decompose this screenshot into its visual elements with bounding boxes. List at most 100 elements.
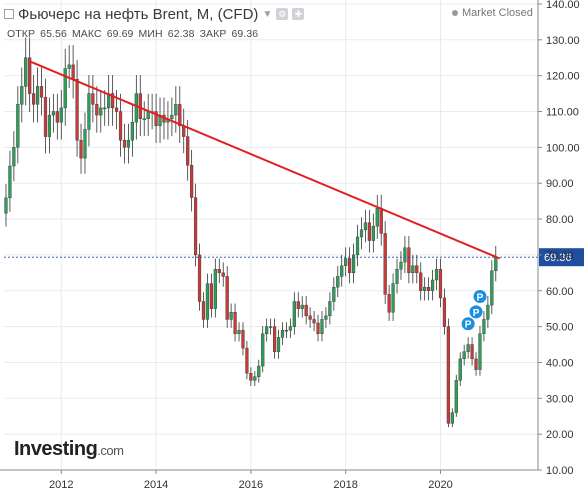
candle-body[interactable] bbox=[138, 93, 142, 119]
candle-body[interactable] bbox=[359, 229, 364, 238]
candle-body[interactable] bbox=[126, 139, 131, 148]
expand-icon[interactable]: ✚ bbox=[292, 8, 305, 20]
candle-body[interactable] bbox=[478, 333, 482, 370]
candle-body[interactable] bbox=[430, 279, 435, 291]
candle-body[interactable] bbox=[296, 301, 300, 309]
candle-body[interactable] bbox=[237, 329, 241, 334]
candle-body[interactable] bbox=[91, 93, 95, 105]
candle-body[interactable] bbox=[407, 247, 411, 274]
candle-body[interactable] bbox=[454, 380, 458, 413]
candle-body[interactable] bbox=[245, 347, 249, 374]
candle-body[interactable] bbox=[71, 64, 75, 80]
candle-body[interactable] bbox=[114, 107, 119, 112]
candle-body[interactable] bbox=[51, 111, 55, 116]
candle-body[interactable] bbox=[24, 57, 28, 87]
candle-body[interactable] bbox=[446, 326, 450, 424]
candle-body[interactable] bbox=[28, 57, 32, 94]
candle-body[interactable] bbox=[122, 139, 127, 148]
candle-body[interactable] bbox=[272, 326, 277, 352]
candle-body[interactable] bbox=[442, 297, 447, 327]
candle-body[interactable] bbox=[438, 269, 443, 299]
candle-body[interactable] bbox=[83, 129, 87, 159]
candle-body[interactable] bbox=[253, 376, 257, 381]
candle-body[interactable] bbox=[8, 165, 12, 199]
chevron-down-icon[interactable]: ▼ bbox=[262, 8, 273, 20]
candle-body[interactable] bbox=[95, 104, 99, 116]
candle-body[interactable] bbox=[427, 286, 431, 291]
candle-body[interactable] bbox=[363, 222, 368, 231]
candle-body[interactable] bbox=[403, 247, 407, 263]
candle-body[interactable] bbox=[490, 270, 494, 306]
candle-body[interactable] bbox=[55, 111, 59, 123]
candle-body[interactable] bbox=[142, 118, 146, 120]
candle-body[interactable] bbox=[458, 358, 462, 381]
trendline[interactable] bbox=[29, 60, 501, 260]
candle-body[interactable] bbox=[130, 122, 134, 141]
candle-body[interactable] bbox=[229, 312, 233, 320]
candle-body[interactable] bbox=[87, 93, 91, 130]
candle-body[interactable] bbox=[423, 286, 427, 291]
candle-body[interactable] bbox=[241, 329, 245, 349]
candle-body[interactable] bbox=[16, 104, 20, 148]
candle-body[interactable] bbox=[450, 412, 454, 424]
candle-body[interactable] bbox=[292, 301, 296, 327]
candle-body[interactable] bbox=[288, 326, 292, 331]
candle-body[interactable] bbox=[79, 139, 83, 159]
candle-body[interactable] bbox=[351, 254, 356, 274]
candle-body[interactable] bbox=[276, 337, 281, 352]
candle-body[interactable] bbox=[371, 226, 375, 241]
candle-body[interactable] bbox=[344, 258, 348, 266]
candle-body[interactable] bbox=[12, 147, 16, 167]
candle-body[interactable] bbox=[103, 107, 107, 110]
candle-body[interactable] bbox=[391, 283, 395, 313]
candle-body[interactable] bbox=[39, 86, 44, 98]
candle-body[interactable] bbox=[43, 96, 48, 137]
candle-body[interactable] bbox=[134, 93, 138, 123]
candle-body[interactable] bbox=[387, 294, 391, 313]
candle-body[interactable] bbox=[217, 269, 221, 274]
candle-body[interactable] bbox=[178, 104, 182, 127]
candle-body[interactable] bbox=[355, 236, 360, 256]
candle-body[interactable] bbox=[261, 333, 265, 367]
candle-body[interactable] bbox=[415, 265, 419, 274]
candle-body[interactable] bbox=[67, 64, 71, 69]
candle-body[interactable] bbox=[434, 269, 439, 281]
candle-body[interactable] bbox=[63, 68, 67, 109]
candle-body[interactable] bbox=[213, 269, 217, 309]
candle-body[interactable] bbox=[308, 315, 312, 320]
candle-body[interactable] bbox=[35, 86, 40, 105]
candle-body[interactable] bbox=[174, 104, 178, 116]
candle-body[interactable] bbox=[324, 315, 328, 320]
candle-body[interactable] bbox=[316, 322, 320, 334]
candle-body[interactable] bbox=[4, 197, 8, 214]
candle-body[interactable] bbox=[411, 265, 415, 274]
candle-body[interactable] bbox=[340, 265, 344, 277]
candle-body[interactable] bbox=[312, 319, 316, 324]
candle-body[interactable] bbox=[280, 329, 285, 338]
candle-body[interactable] bbox=[209, 283, 213, 309]
candle-body[interactable] bbox=[182, 125, 186, 137]
candle-body[interactable] bbox=[193, 197, 198, 256]
candle-body[interactable] bbox=[269, 326, 273, 328]
collapse-icon[interactable] bbox=[4, 9, 14, 19]
candle-body[interactable] bbox=[265, 326, 269, 334]
settings-icon[interactable]: ⚙ bbox=[276, 8, 289, 20]
candle-body[interactable] bbox=[300, 304, 304, 309]
candle-body[interactable] bbox=[462, 351, 466, 360]
candle-body[interactable] bbox=[494, 256, 498, 272]
candle-body[interactable] bbox=[470, 344, 474, 360]
candle-body[interactable] bbox=[482, 319, 486, 334]
candle-body[interactable] bbox=[399, 261, 403, 270]
candle-body[interactable] bbox=[474, 358, 478, 370]
candle-body[interactable] bbox=[205, 283, 210, 320]
marker-circle[interactable] bbox=[473, 289, 487, 303]
candle-body[interactable] bbox=[75, 79, 79, 141]
candle-body[interactable] bbox=[190, 165, 194, 198]
candle-body[interactable] bbox=[146, 111, 150, 119]
candle-body[interactable] bbox=[170, 114, 174, 119]
candle-body[interactable] bbox=[47, 114, 52, 137]
candle-body[interactable] bbox=[186, 136, 190, 166]
marker-circle[interactable] bbox=[469, 305, 483, 319]
candle-body[interactable] bbox=[59, 107, 63, 123]
candle-body[interactable] bbox=[466, 344, 470, 352]
